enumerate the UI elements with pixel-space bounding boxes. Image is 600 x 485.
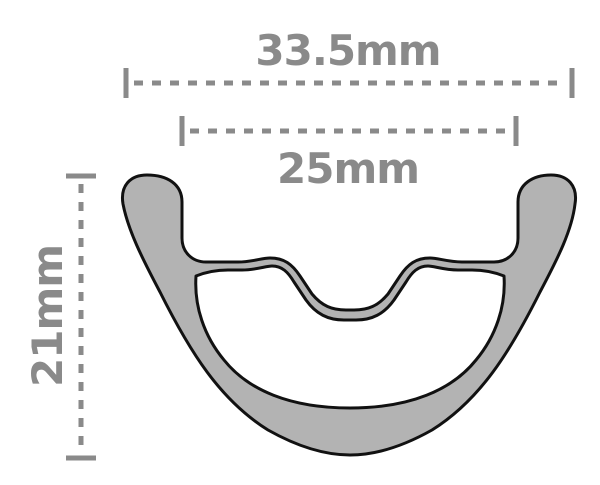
outer-width-label: 33.5mm bbox=[255, 26, 440, 75]
height-dimension: 21mm bbox=[23, 173, 96, 461]
rim-profile-shape bbox=[120, 173, 578, 457]
rim-cross-section bbox=[120, 173, 578, 457]
height-label: 21mm bbox=[23, 245, 72, 387]
rim-inner-cavity bbox=[194, 264, 506, 410]
outer-width-dimension: 33.5mm bbox=[123, 26, 575, 98]
inner-width-label: 25mm bbox=[277, 144, 419, 193]
inner-width-dimension: 25mm bbox=[179, 116, 519, 193]
